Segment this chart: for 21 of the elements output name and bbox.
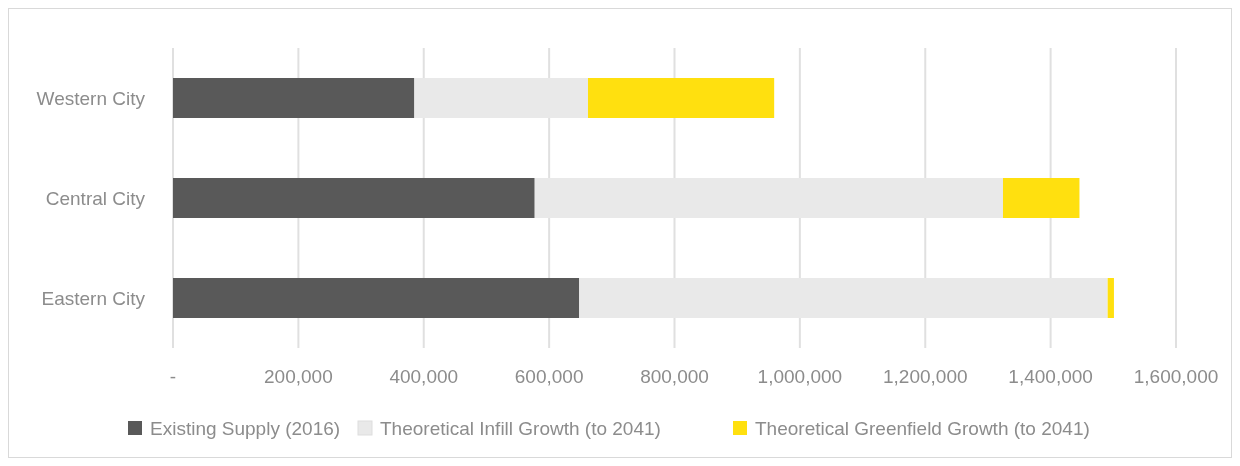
bar	[587, 78, 775, 118]
y-tick-label: Western City	[36, 87, 146, 109]
y-tick-label: Central City	[45, 187, 146, 209]
x-tick-label: 1,600,000	[1133, 366, 1219, 387]
x-tick-label: 400,000	[389, 366, 459, 387]
x-tick-label: 1,400,000	[1008, 366, 1093, 387]
bar	[173, 178, 535, 218]
legend-label: Existing Supply (2016)	[150, 417, 341, 439]
bar	[173, 78, 415, 118]
bar	[1002, 178, 1080, 218]
bar	[173, 278, 580, 318]
legend-label: Theoretical Greenfield Growth (to 2041)	[755, 417, 1090, 439]
x-tick-label: 600,000	[514, 366, 584, 387]
x-tick-label: 1,200,000	[882, 366, 968, 387]
x-tick-label: 200,000	[264, 366, 333, 387]
legend-label: Theoretical Infill Growth (to 2041)	[380, 417, 661, 439]
x-tick-label: 1,000,000	[757, 366, 843, 387]
x-tick-label: -	[169, 366, 177, 387]
x-tick-label: 800,000	[640, 366, 709, 387]
bar	[1107, 278, 1114, 318]
y-tick-label: Eastern City	[41, 287, 146, 309]
